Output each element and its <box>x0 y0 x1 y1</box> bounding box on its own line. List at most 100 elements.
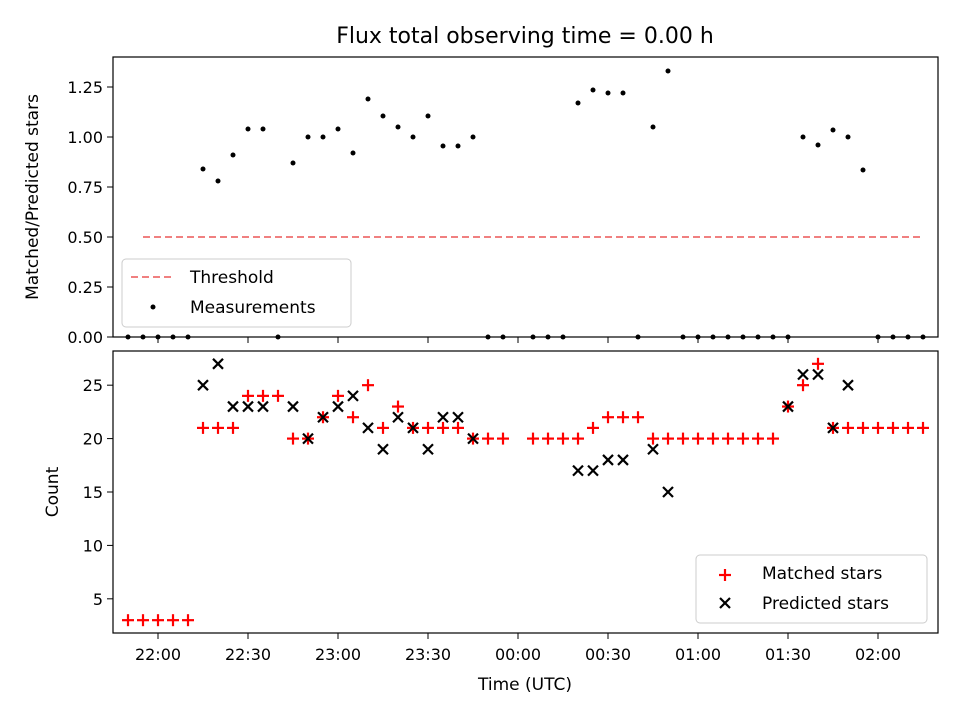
bottom-legend-box <box>695 554 928 624</box>
top-legend-box <box>121 258 352 328</box>
predicted-star-point <box>467 432 479 445</box>
matched-star-point <box>527 432 539 445</box>
top-y-axis-label: Matched/Predicted stars <box>23 94 43 300</box>
matched-star-point <box>332 389 344 402</box>
predicted-star-point <box>407 422 419 434</box>
predicted-star-point <box>362 422 374 434</box>
matched-star-point <box>197 421 209 434</box>
measurement-point <box>455 143 461 149</box>
predicted-star-point <box>227 400 239 413</box>
measurement-point <box>485 334 491 340</box>
measurement-point <box>770 334 776 340</box>
matched-star-point <box>482 432 494 445</box>
measurement-point <box>725 334 731 340</box>
measurement-point <box>845 134 851 140</box>
measurement-point <box>230 152 236 158</box>
x-tick-label: 01:30 <box>765 645 811 664</box>
predicted-star-point <box>662 486 674 498</box>
measurement-point <box>920 334 926 340</box>
matched-star-point <box>542 432 554 445</box>
bottom-x-ticks: 22:00 22:30 23:00 23:30 00:00 00:30 01:00 01:30… <box>135 633 901 664</box>
y-tick-label: 0.00 <box>67 328 103 347</box>
matched-star-point <box>872 421 884 434</box>
measurement-point <box>155 334 161 340</box>
predicted-star-point <box>437 411 449 424</box>
matched-star-point <box>122 614 134 627</box>
measurement-point <box>140 334 146 340</box>
predicted-star-point <box>212 358 224 370</box>
measurement-point <box>410 134 416 140</box>
bottom-axes: 5 10 15 20 25 22:00 22:30 23:00 23:30 00:00 00:30… <box>43 350 939 695</box>
measurement-point <box>785 334 791 340</box>
measurement-point <box>290 160 296 166</box>
matched-star-point <box>392 400 404 413</box>
predicted-star-point <box>197 379 209 391</box>
x-axis-label: Time (UTC) <box>477 675 572 695</box>
matched-star-point <box>692 432 704 445</box>
matched-star-point <box>602 411 614 424</box>
matched-star-point <box>917 421 929 434</box>
matched-star-point <box>587 421 599 434</box>
top-axes-frame <box>112 56 939 338</box>
measurement-point <box>755 334 761 340</box>
predicted-star-point <box>812 368 824 381</box>
measurement-point <box>365 96 371 102</box>
matched-star-point <box>182 614 194 627</box>
predicted-star-point <box>422 443 434 456</box>
predicted-star-point <box>797 368 809 381</box>
chart-title: Flux total observing time = 0.00 h <box>336 24 714 49</box>
legend-predicted-swatch <box>719 597 731 609</box>
legend-measurements-swatch <box>150 304 156 310</box>
legend-predicted-label: Predicted stars <box>762 594 889 614</box>
y-tick-label: 20 <box>83 430 103 449</box>
matched-star-point <box>137 614 149 627</box>
predicted-star-point <box>242 400 254 413</box>
predicted-star-point <box>332 400 344 413</box>
measurement-point <box>695 334 701 340</box>
measurement-point <box>740 334 746 340</box>
predicted-star-point <box>647 443 659 456</box>
matched-star-point <box>242 389 254 402</box>
matched-star-point <box>437 421 449 434</box>
y-tick-label: 1.25 <box>67 78 103 97</box>
matched-star-point <box>722 432 734 445</box>
predicted-star-point <box>287 400 299 413</box>
measurement-point <box>350 150 356 156</box>
legend-matched-label: Matched stars <box>762 564 882 584</box>
predicted-star-point <box>602 454 614 466</box>
matched-star-point <box>707 432 719 445</box>
bottom-series <box>122 357 929 627</box>
matched-star-point <box>452 421 464 434</box>
matched-star-point <box>767 432 779 445</box>
predicted-star-point <box>782 400 794 413</box>
legend-matched-swatch <box>719 569 731 581</box>
y-tick-label: 0.75 <box>67 178 103 197</box>
matched-star-point <box>797 379 809 392</box>
x-tick-label: 00:30 <box>585 645 631 664</box>
measurement-point <box>200 166 206 172</box>
predicted-star-point <box>377 443 389 456</box>
matched-star-point <box>572 432 584 445</box>
measurement-point <box>800 134 806 140</box>
measurement-point <box>815 142 821 148</box>
matched-star-point <box>857 421 869 434</box>
matched-star-point <box>902 421 914 434</box>
measurement-point <box>275 334 281 340</box>
predicted-star-point <box>317 411 329 424</box>
y-tick-label: 1.00 <box>67 128 103 147</box>
x-tick-label: 22:00 <box>135 645 181 664</box>
bottom-y-axis-label: Count <box>43 466 63 517</box>
predicted-star-point <box>392 411 404 424</box>
bottom-legend: Matched stars Predicted stars <box>695 554 928 624</box>
measurement-point <box>605 90 611 96</box>
x-tick-label: 23:30 <box>405 645 451 664</box>
measurement-point <box>710 334 716 340</box>
matched-star-point <box>422 421 434 434</box>
measurement-point <box>425 113 431 119</box>
predicted-star-point <box>842 379 854 391</box>
matched-star-point <box>752 432 764 445</box>
y-tick-label: 25 <box>83 376 103 395</box>
measurement-point <box>560 334 566 340</box>
measurement-point <box>575 100 581 106</box>
measurement-point <box>170 334 176 340</box>
